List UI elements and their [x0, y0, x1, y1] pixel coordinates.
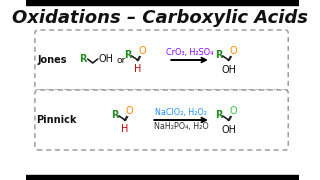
Text: OH: OH: [221, 125, 236, 135]
Text: Jones: Jones: [38, 55, 68, 65]
Text: Pinnick: Pinnick: [36, 115, 76, 125]
Text: R: R: [215, 50, 223, 60]
FancyBboxPatch shape: [35, 90, 288, 150]
Text: R: R: [79, 54, 87, 64]
Text: NaClO₂, H₂O₂: NaClO₂, H₂O₂: [155, 107, 207, 116]
Text: Oxidations – Carboxylic Acids: Oxidations – Carboxylic Acids: [12, 9, 308, 27]
Text: R: R: [124, 50, 132, 60]
Text: or: or: [116, 55, 125, 64]
Text: O: O: [229, 106, 237, 116]
Text: H: H: [134, 64, 141, 74]
Text: H: H: [121, 124, 128, 134]
Text: OH: OH: [221, 65, 236, 75]
Text: NaH₂PO₄, H₂O: NaH₂PO₄, H₂O: [154, 123, 208, 132]
Text: O: O: [139, 46, 146, 56]
Text: OH: OH: [99, 54, 114, 64]
Text: CrO₃, H₂SO₄: CrO₃, H₂SO₄: [166, 48, 213, 57]
FancyBboxPatch shape: [35, 30, 288, 90]
Text: R: R: [112, 110, 119, 120]
Text: R: R: [215, 110, 223, 120]
Text: O: O: [229, 46, 237, 56]
Text: O: O: [126, 106, 133, 116]
